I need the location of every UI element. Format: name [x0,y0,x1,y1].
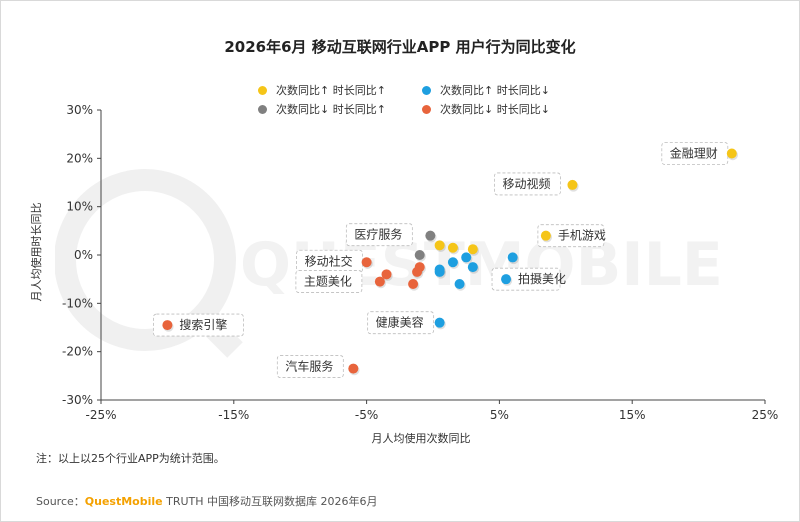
legend-item: 次数同比↓ 时长同比↑ [258,101,386,117]
legend-dot-icon [422,85,431,95]
data-point [467,262,478,273]
data-point [361,257,372,268]
point-label-box [491,267,561,291]
data-point [434,317,445,328]
chart-title: 2026年6月 移动互联网行业APP 用户行为同比变化 [224,38,576,56]
point-label: 医疗服务 [354,227,402,242]
source-brand: QuestMobile [84,495,163,508]
data-point [162,320,173,331]
legend-item: 次数同比↑ 时长同比↑ [258,82,386,98]
data-point [454,279,465,289]
data-point [434,240,445,251]
legend-dot-icon [258,104,267,114]
x-tick-label: -15% [218,408,249,422]
legend-label: 次数同比↓ 时长同比↓ [440,103,550,116]
data-point [467,244,478,255]
data-point [540,230,551,241]
data-point [381,269,392,280]
data-point [447,257,458,268]
legend-label: 次数同比↑ 时长同比↑ [276,84,386,97]
point-label: 汽车服务 [285,359,333,374]
legend-label: 次数同比↑ 时长同比↓ [440,84,550,97]
point-label-box [295,270,363,293]
data-point [461,252,472,263]
data-point [412,266,423,277]
data-point [434,266,445,277]
source-rest: TRUTH 中国移动互联网数据库 2026年6月 [162,495,378,508]
y-tick-label: 30% [66,103,93,117]
x-tick-label: -25% [85,408,116,422]
x-tick-label: 25% [752,408,779,422]
point-label: 搜索引擎 [179,317,227,332]
legend-dot-icon [422,104,431,114]
data-point [374,276,385,287]
legend-item: 次数同比↑ 时长同比↓ [422,82,550,98]
data-point [348,363,359,374]
y-tick-label: 0% [74,248,93,262]
data-point [408,279,419,289]
data-point [425,230,436,241]
legend-dot-icon [258,85,267,95]
point-label-box [152,313,244,337]
point-label: 主题美化 [304,275,352,289]
legend-label: 次数同比↓ 时长同比↑ [276,103,386,116]
point-label: 移动社交 [305,253,353,268]
point-label: 拍摄美化 [518,271,566,286]
source-prefix: Source： [36,495,85,508]
point-label-box [367,311,435,335]
x-tick-label: 5% [490,408,509,422]
legend-item: 次数同比↓ 时长同比↓ [422,101,550,117]
data-point [501,274,512,285]
data-point [726,148,737,159]
footnote: 注：以上以25个行业APP为统计范围。 [36,452,225,465]
x-tick-label: 15% [619,408,646,422]
point-label-box [345,223,413,247]
point-label: 金融理财 [670,146,718,161]
y-tick-label: -30% [62,393,93,407]
point-label-box [276,355,344,378]
data-point [447,242,458,253]
x-axis-label: 月人均使用次数同比 [372,431,471,445]
y-tick-label: 20% [66,151,93,165]
data-point [507,252,518,263]
data-point [567,179,578,190]
point-label: 手机游戏 [558,229,606,243]
x-tick-label: -5% [355,408,378,422]
point-label: 移动视频 [502,176,550,191]
point-label-box [494,172,561,196]
source-line: Source：QuestMobile TRUTH 中国移动互联网数据库 2026… [36,493,378,509]
y-tick-label: 10% [66,200,93,214]
y-tick-label: -10% [62,296,93,310]
point-label: 健康美容 [376,315,424,330]
y-tick-label: -20% [62,345,93,359]
point-label-box [537,224,605,248]
data-point [414,250,425,260]
y-axis-label: 月人均使用时长同比 [30,203,43,302]
